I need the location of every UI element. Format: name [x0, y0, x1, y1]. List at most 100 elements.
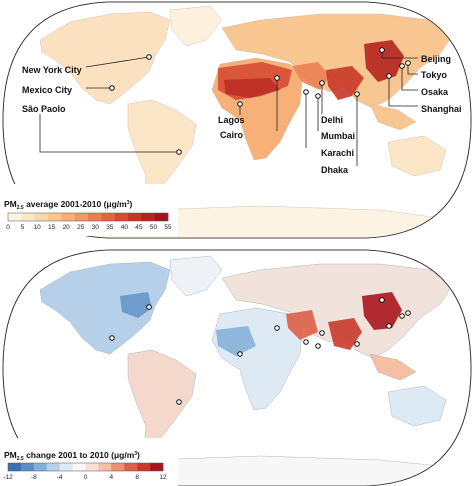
colorbar-swatch [8, 463, 22, 471]
colorbar-tick-label: 5 [21, 224, 25, 231]
city-label-mexico-city: Mexico City [22, 85, 72, 95]
city-leader-line [85, 56, 150, 68]
city-marker [315, 93, 321, 99]
colorbar-swatch [33, 463, 48, 471]
city-marker [176, 399, 182, 405]
colorbar-tick-label: 20 [63, 224, 71, 231]
colorbar-tick-label: 40 [121, 224, 129, 231]
map-change: PM2.5 change 2001 to 2010 (μg/m3) -12 -8-… [0, 249, 472, 486]
city-marker [274, 325, 280, 331]
city-marker [146, 54, 152, 60]
colorbar-swatch [72, 463, 86, 471]
colorbar-swatch [59, 463, 73, 471]
city-marker [237, 101, 243, 107]
west-africa-decline [216, 326, 256, 356]
land-north-america [39, 11, 171, 105]
land-eurasia [221, 13, 453, 109]
colorbar-swatch [128, 213, 142, 221]
colorbar-swatch [88, 213, 102, 221]
city-label-tokyo: Tokyo [421, 70, 447, 80]
legend-background [0, 438, 178, 486]
china-increase [362, 292, 402, 330]
colorbar-tick-label: 15 [48, 224, 56, 231]
city-marker [405, 60, 411, 66]
land-southeast-asia [369, 353, 417, 381]
city-label-beijing: Beijing [421, 54, 451, 64]
colorbar-swatch [137, 463, 151, 471]
city-marker [379, 47, 385, 53]
city-label-shanghai: Shanghai [421, 104, 462, 114]
city-marker [109, 85, 115, 91]
city-marker [386, 323, 392, 329]
city-marker [303, 89, 309, 95]
land-australia [387, 135, 447, 177]
colorbar-swatch [46, 463, 60, 471]
colorbar-tick-label: -4 [57, 474, 63, 481]
land-south-america [127, 349, 197, 449]
land-australia [387, 385, 447, 427]
city-marker [399, 313, 405, 319]
city-leader-line [401, 66, 418, 91]
map-outline-stroke [2, 1, 472, 239]
colorbar-tick-label: -8 [31, 474, 37, 481]
colorbar-tick-label: 25 [77, 224, 85, 231]
legend-average: PM2.5 average 2001-2010 (μg/m3) 0 5 10 15 20… [0, 184, 178, 236]
colorbar-tick-label: 12 [159, 474, 167, 481]
colorbar-tick-label: 45 [135, 224, 143, 231]
city-marker [405, 310, 411, 316]
city-label-delhi: Delhi [321, 115, 343, 125]
colorbar-swatch [98, 463, 112, 471]
city-marker [354, 341, 360, 347]
colorbar-border [7, 462, 164, 472]
colorbar-swatch [61, 213, 75, 221]
colorbar-tick-label: 10 [33, 224, 41, 231]
city-marker [109, 335, 115, 341]
city-leader-line [407, 63, 418, 75]
city-label-lagos: Lagos [218, 115, 245, 125]
colorbar-swatch [141, 213, 155, 221]
colorbar-swatch [124, 463, 138, 471]
city-marker [354, 91, 360, 97]
city-label-new-york: New York City [22, 65, 82, 75]
colorbar-swatch [48, 213, 62, 221]
colorbar-tick-label: 35 [106, 224, 114, 231]
colorbar-swatch [114, 213, 129, 221]
colorbar [7, 212, 169, 222]
map-outline-stroke [2, 249, 472, 486]
colorbar-tick-label: 0 [6, 224, 10, 231]
india-increase [328, 318, 362, 350]
east-us-decline [120, 292, 152, 318]
colorbar-swatch [20, 463, 35, 471]
colorbar-swatch [34, 213, 49, 221]
colorbar-swatch [111, 463, 125, 471]
city-marker [303, 339, 309, 345]
city-label-cairo: Cairo [220, 130, 244, 140]
legend-change: PM2.5 change 2001 to 2010 (μg/m3) -12 -8-… [0, 438, 178, 486]
colorbar-swatch [21, 213, 35, 221]
city-label-osaka: Osaka [421, 87, 449, 97]
sahel-hotspot [224, 78, 280, 98]
city-marker [176, 149, 182, 155]
land-greenland [169, 255, 223, 297]
china-hotspot [364, 40, 404, 82]
city-marker [274, 75, 280, 81]
city-marker [379, 297, 385, 303]
middle-east-increase [286, 310, 318, 340]
colorbar-swatch [154, 213, 169, 221]
city-label-dhaka: Dhaka [321, 165, 349, 175]
city-marker [319, 80, 325, 86]
colorbar-swatch [8, 213, 22, 221]
city-label-karachi: Karachi [321, 148, 354, 158]
colorbar-swatch [101, 213, 115, 221]
city-marker [386, 73, 392, 79]
colorbar-tick-label: -12 [3, 474, 13, 481]
colorbar-swatch [85, 463, 99, 471]
city-labels: New York City Mexico City São Paolo Lago… [22, 54, 462, 175]
colorbar-border [7, 212, 169, 222]
city-label-sao-paolo: São Paolo [22, 104, 66, 114]
colorbar-tick-label: 4 [110, 474, 114, 481]
city-label-mumbai: Mumbai [321, 131, 355, 141]
land-greenland [169, 5, 223, 47]
colorbar-tick-label: 30 [92, 224, 100, 231]
india-hotspot [326, 66, 364, 100]
